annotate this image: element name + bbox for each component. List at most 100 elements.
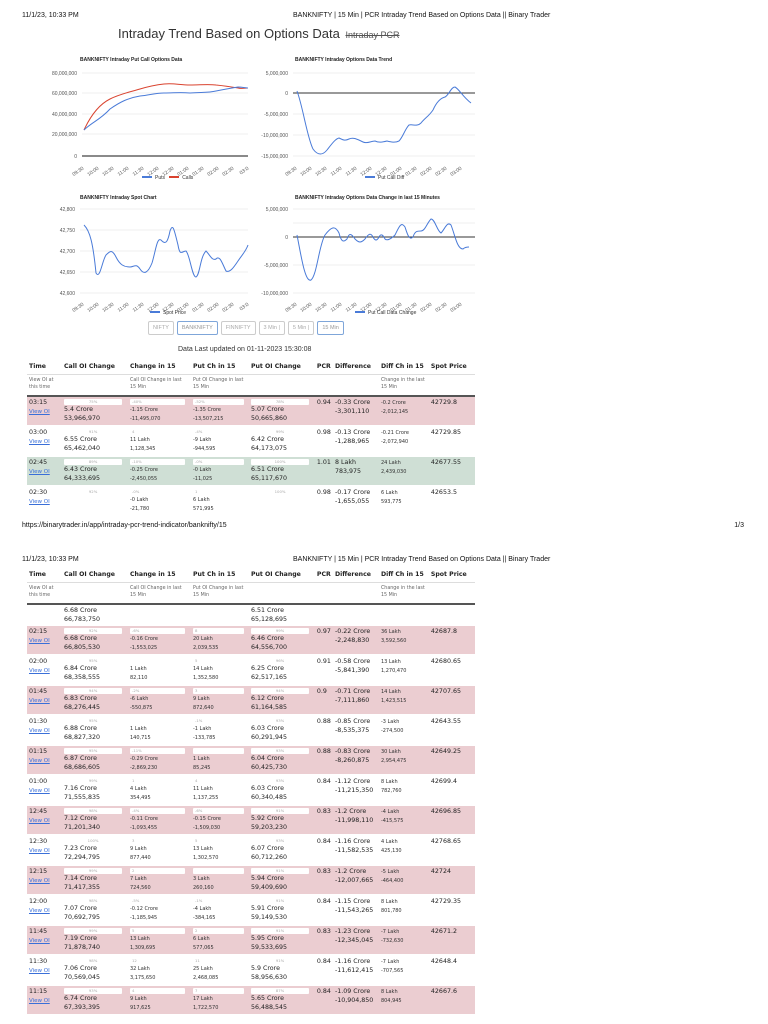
spot-price: 42677.55 (428, 456, 475, 487)
page-url: https://binarytrader.in/app/intraday-pcr… (22, 522, 227, 529)
5min-button[interactable]: 5 Min | (287, 321, 315, 335)
table-row: 12:15 View OI 99% 7.14 Crore 71,417,355 2 7 La… (27, 865, 475, 896)
col-spot: Spot Price (428, 360, 475, 375)
svg-text:0: 0 (285, 235, 288, 241)
view-oi-link[interactable]: View OI (29, 967, 50, 974)
svg-text:01:30: 01:30 (191, 302, 205, 314)
spot-price: 42648.4 (428, 955, 475, 986)
table-body: 6.68 Crore 66,783,750 6.51 Crore 65,128,69… (27, 604, 475, 1016)
put-oi-percent-bar: 91% (250, 808, 310, 814)
svg-text:42,800: 42,800 (60, 207, 76, 213)
pcr-value: 0.88 (314, 745, 333, 776)
table-row: 12:45 View OI 98% 7.12 Crore 71,201,340 -4% -0… (27, 805, 475, 836)
view-oi-link[interactable]: View OI (29, 667, 50, 674)
view-oi-link[interactable]: View OI (29, 438, 50, 445)
svg-text:42,600: 42,600 (60, 291, 76, 297)
view-oi-link[interactable]: View OI (29, 817, 50, 824)
call-oi-percent-bar: 99% (63, 928, 123, 934)
view-oi-link[interactable]: View OI (29, 847, 50, 854)
call-oi-percent-bar: 98% (88, 958, 98, 963)
svg-text:11:00: 11:00 (330, 166, 344, 178)
chart-plot: 5,000,000 0 -5,000,000 -10,000,000 09:30… (261, 207, 475, 314)
svg-text:01:30: 01:30 (404, 166, 418, 178)
view-oi-link[interactable]: View OI (29, 697, 50, 704)
svg-text:02:00: 02:00 (419, 302, 433, 314)
nifty-button[interactable]: NIFTY (148, 321, 174, 335)
table-subheader-row: View OI at this time Call OI Change in l… (27, 374, 475, 397)
finnifty-button[interactable]: FINNIFTY (220, 321, 256, 335)
call-oi-percent-bar: 89% (63, 459, 123, 465)
chart-title: BANKNIFTY Intraday Put Call Options Data (80, 57, 183, 63)
put-oi-percent-bar: 91% (275, 898, 285, 903)
spot-price: 42671.2 (428, 925, 475, 956)
svg-text:42,700: 42,700 (60, 249, 76, 255)
svg-text:80,000,000: 80,000,000 (52, 71, 77, 77)
call-oi-percent-bar: 92% (63, 628, 123, 634)
chart-legend: Puts Calls (142, 175, 193, 181)
call-change-bar: 5 (129, 928, 186, 934)
view-oi-link[interactable]: View OI (29, 997, 50, 1004)
svg-text:11:30: 11:30 (132, 302, 146, 314)
view-oi-link[interactable]: View OI (29, 637, 50, 644)
pcr-value: 0.84 (314, 775, 333, 806)
view-oi-link[interactable]: View OI (29, 757, 50, 764)
15min-button[interactable]: 15 Min (317, 321, 344, 335)
view-oi-link[interactable]: View OI (29, 727, 50, 734)
svg-text:09:30: 09:30 (284, 166, 298, 178)
page-title-main: Intraday Trend Based on Options Data (118, 26, 340, 41)
call-oi-percent-bar: 99% (88, 778, 98, 783)
call-oi-percent-bar: 98% (88, 898, 98, 903)
chart-plot: 5,000,000 0 -5,000,000 -10,000,000 -15,0… (261, 71, 475, 178)
call-change-bar: 3 (131, 838, 135, 843)
pcr-value: 0.84 (314, 895, 333, 926)
row-time: 12:30 (29, 838, 48, 845)
col-put-oi: Put OI Change (248, 360, 315, 375)
svg-text:11:00: 11:00 (117, 302, 131, 314)
view-oi-link[interactable]: View OI (29, 937, 50, 944)
row-time: 11:15 (29, 988, 48, 995)
svg-text:03:00: 03:00 (449, 166, 463, 178)
row-time: 02:00 (29, 658, 48, 665)
chart-title: BANKNIFTY Intraday Options Data Trend (295, 57, 393, 63)
call-change-bar: -0% (131, 489, 140, 494)
put-oi-percent-bar: 93% (275, 778, 285, 783)
banknifty-button[interactable]: BANKNIFTY (176, 321, 218, 335)
svg-text:02:00: 02:00 (206, 302, 220, 314)
view-oi-link[interactable]: View OI (29, 498, 50, 505)
view-oi-link[interactable]: View OI (29, 468, 50, 475)
svg-text:10:00: 10:00 (299, 166, 313, 178)
chart-put-call-options: BANKNIFTY Intraday Put Call Options Data… (40, 57, 255, 187)
view-oi-link[interactable]: View OI (29, 787, 50, 794)
view-oi-link[interactable]: View OI (29, 877, 50, 884)
row-time: 01:45 (29, 688, 48, 695)
svg-text:60,000,000: 60,000,000 (52, 91, 77, 97)
view-oi-link[interactable]: View OI (29, 408, 50, 415)
put-oi-percent-bar: 93% (275, 838, 285, 843)
pcr-value: 0.84 (314, 985, 333, 1016)
call-change-bar: 4 (131, 429, 135, 434)
svg-text:11:00: 11:00 (117, 166, 131, 178)
call-oi-percent-bar: 98% (63, 808, 123, 814)
put-change-bar (192, 748, 244, 754)
print-title: BANKNIFTY | 15 Min | PCR Intraday Trend … (293, 12, 551, 19)
pcr-value: 0.97 (314, 626, 333, 656)
call-oi-percent-bar: 95% (88, 658, 98, 663)
chart-legend: Spot Price (150, 310, 186, 316)
svg-text:09:30: 09:30 (71, 302, 85, 314)
put-change-bar: -52% (192, 399, 244, 405)
call-change-bar: 12 (131, 958, 137, 963)
spot-price: 42729.8 (428, 396, 475, 427)
table-row: 02:00 View OI 95% 6.84 Crore 68,358,555 1 Lak… (27, 655, 475, 686)
pcr-value: 0.98 (314, 486, 333, 517)
3min-button[interactable]: 3 Min | (258, 321, 285, 335)
view-oi-link[interactable]: View OI (29, 907, 50, 914)
svg-text:40,000,000: 40,000,000 (52, 112, 77, 118)
svg-text:02:30: 02:30 (434, 166, 448, 178)
svg-text:11:00: 11:00 (330, 302, 344, 314)
call-change-bar: 2 (129, 868, 186, 874)
svg-text:03:0: 03:0 (239, 302, 251, 313)
chart-title: BANKNIFTY Intraday Spot Chart (80, 195, 157, 201)
put-change-bar: 1 (194, 489, 198, 494)
print-footer: https://binarytrader.in/app/intraday-pcr… (0, 522, 768, 536)
pcr-value: 0.83 (314, 865, 333, 896)
